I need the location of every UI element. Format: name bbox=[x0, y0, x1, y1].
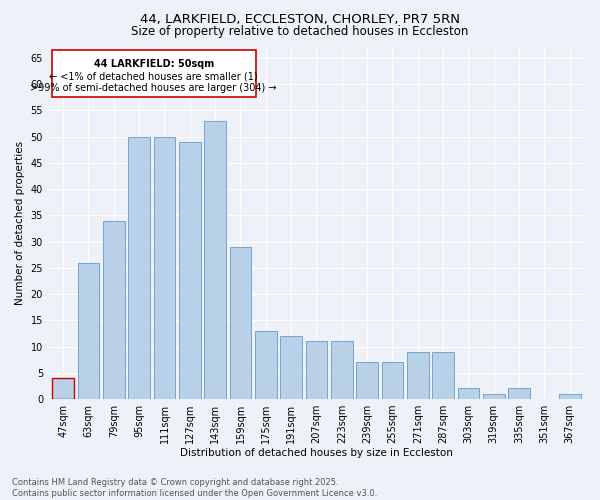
Bar bbox=[407, 352, 428, 399]
Bar bbox=[508, 388, 530, 399]
Bar bbox=[382, 362, 403, 399]
Bar bbox=[230, 247, 251, 399]
Bar bbox=[331, 342, 353, 399]
Bar bbox=[103, 220, 125, 399]
Bar bbox=[154, 136, 175, 399]
Bar bbox=[52, 378, 74, 399]
Bar bbox=[483, 394, 505, 399]
Text: 44 LARKFIELD: 50sqm: 44 LARKFIELD: 50sqm bbox=[94, 60, 214, 70]
Bar bbox=[280, 336, 302, 399]
Bar bbox=[305, 342, 327, 399]
Bar bbox=[255, 331, 277, 399]
Bar bbox=[205, 121, 226, 399]
Bar bbox=[179, 142, 200, 399]
Text: ← <1% of detached houses are smaller (1): ← <1% of detached houses are smaller (1) bbox=[49, 71, 258, 81]
Y-axis label: Number of detached properties: Number of detached properties bbox=[15, 141, 25, 306]
Text: Contains HM Land Registry data © Crown copyright and database right 2025.
Contai: Contains HM Land Registry data © Crown c… bbox=[12, 478, 377, 498]
Bar bbox=[433, 352, 454, 399]
Bar bbox=[128, 136, 150, 399]
Bar bbox=[356, 362, 378, 399]
Bar bbox=[458, 388, 479, 399]
Bar bbox=[52, 50, 256, 98]
Text: Size of property relative to detached houses in Eccleston: Size of property relative to detached ho… bbox=[131, 25, 469, 38]
Bar bbox=[559, 394, 581, 399]
Text: >99% of semi-detached houses are larger (304) →: >99% of semi-detached houses are larger … bbox=[31, 83, 277, 93]
Text: 44, LARKFIELD, ECCLESTON, CHORLEY, PR7 5RN: 44, LARKFIELD, ECCLESTON, CHORLEY, PR7 5… bbox=[140, 12, 460, 26]
Bar bbox=[77, 262, 99, 399]
X-axis label: Distribution of detached houses by size in Eccleston: Distribution of detached houses by size … bbox=[180, 448, 453, 458]
